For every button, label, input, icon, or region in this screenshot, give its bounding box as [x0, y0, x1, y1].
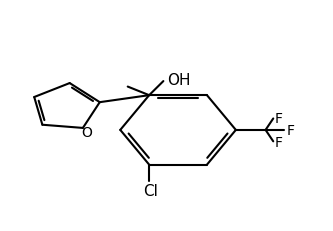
Text: OH: OH — [167, 73, 190, 88]
Text: F: F — [275, 111, 283, 125]
Text: O: O — [81, 126, 92, 140]
Text: F: F — [275, 136, 283, 150]
Text: F: F — [286, 123, 294, 137]
Text: Cl: Cl — [144, 183, 158, 198]
